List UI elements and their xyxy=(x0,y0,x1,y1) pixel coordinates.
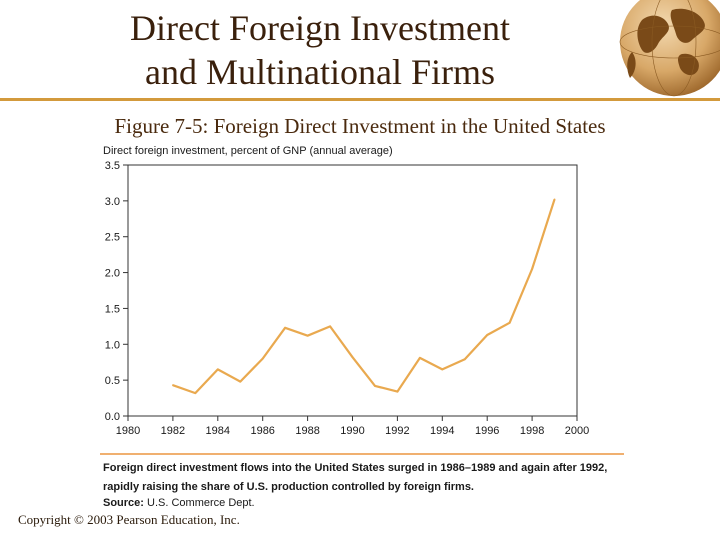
x-axis-ticks: 1980 1982 1984 1986 1988 1990 1992 1994 1996 1998… xyxy=(116,416,589,437)
fdi-line-chart: Direct foreign investment, percent of GN… xyxy=(103,145,589,437)
source-label: Source: xyxy=(103,497,144,509)
y-tick-label: 3.5 xyxy=(105,160,120,172)
x-tick-label: 1982 xyxy=(161,425,185,437)
y-tick-label: 1.5 xyxy=(105,303,120,315)
data-point xyxy=(172,384,174,387)
x-tick-label: 1996 xyxy=(475,425,499,437)
x-tick-label: 1980 xyxy=(116,425,140,437)
slide-title-line-1: Direct Foreign Investment xyxy=(130,8,510,48)
x-tick-label: 1998 xyxy=(520,425,544,437)
plot-frame xyxy=(127,164,578,417)
series-layer xyxy=(172,198,556,395)
x-tick-label: 1994 xyxy=(430,425,454,437)
data-point xyxy=(418,357,421,359)
data-point xyxy=(329,325,331,328)
series-line xyxy=(172,199,556,395)
slide-title-line-2: and Multinational Firms xyxy=(145,52,495,92)
y-tick-label: 1.0 xyxy=(105,339,120,351)
data-point xyxy=(441,368,444,371)
y-tick-label: 2.5 xyxy=(105,232,120,244)
figure-label: Figure 7-5 xyxy=(114,114,203,138)
data-point xyxy=(239,380,242,383)
plot-border xyxy=(127,164,578,417)
data-point xyxy=(284,326,287,329)
y-axis-label: Direct foreign investment, percent of GN… xyxy=(103,145,393,157)
y-tick-label: 0.0 xyxy=(105,411,120,423)
x-tick-label: 2000 xyxy=(565,425,589,437)
y-tick-label: 0.5 xyxy=(105,375,120,387)
figure-source: Source: U.S. Commerce Dept. xyxy=(103,497,255,509)
slide-title: Direct Foreign Investment and Multinatio… xyxy=(70,6,570,94)
figure-caption: Figure 7-5: Foreign Direct Investment in… xyxy=(0,114,720,139)
copyright-notice: Copyright © 2003 Pearson Education, Inc. xyxy=(18,512,240,527)
x-tick-label: 1992 xyxy=(385,425,409,437)
figure-note-line-1: Foreign direct investment flows into the… xyxy=(103,462,608,474)
title-divider xyxy=(0,98,720,101)
x-tick-label: 1988 xyxy=(295,425,319,437)
source-text: U.S. Commerce Dept. xyxy=(147,497,255,509)
globe-icon xyxy=(612,0,720,100)
y-axis-ticks: 0.0 0.5 1.0 1.5 2.0 2.5 3.0 3.5 xyxy=(105,160,128,423)
data-point xyxy=(508,321,511,324)
data-point xyxy=(396,390,399,393)
data-point xyxy=(463,358,466,361)
data-point xyxy=(261,357,264,360)
x-tick-label: 1984 xyxy=(206,425,230,437)
data-point xyxy=(306,334,309,337)
data-point xyxy=(374,384,376,387)
data-point xyxy=(194,392,197,394)
figure-title: : Foreign Direct Investment in the Unite… xyxy=(202,114,606,138)
figure-note: Foreign direct investment flows into the… xyxy=(103,459,643,497)
y-tick-label: 2.0 xyxy=(105,268,120,280)
data-point xyxy=(216,368,219,371)
figure-note-line-2: rapidly raising the share of U.S. produc… xyxy=(103,481,474,493)
data-point xyxy=(486,334,489,336)
data-point xyxy=(531,268,533,270)
x-tick-label: 1986 xyxy=(250,425,274,437)
note-divider xyxy=(100,453,624,455)
data-point xyxy=(351,356,354,359)
y-tick-label: 3.0 xyxy=(105,196,120,208)
x-tick-label: 1990 xyxy=(340,425,364,437)
data-point xyxy=(553,198,556,201)
